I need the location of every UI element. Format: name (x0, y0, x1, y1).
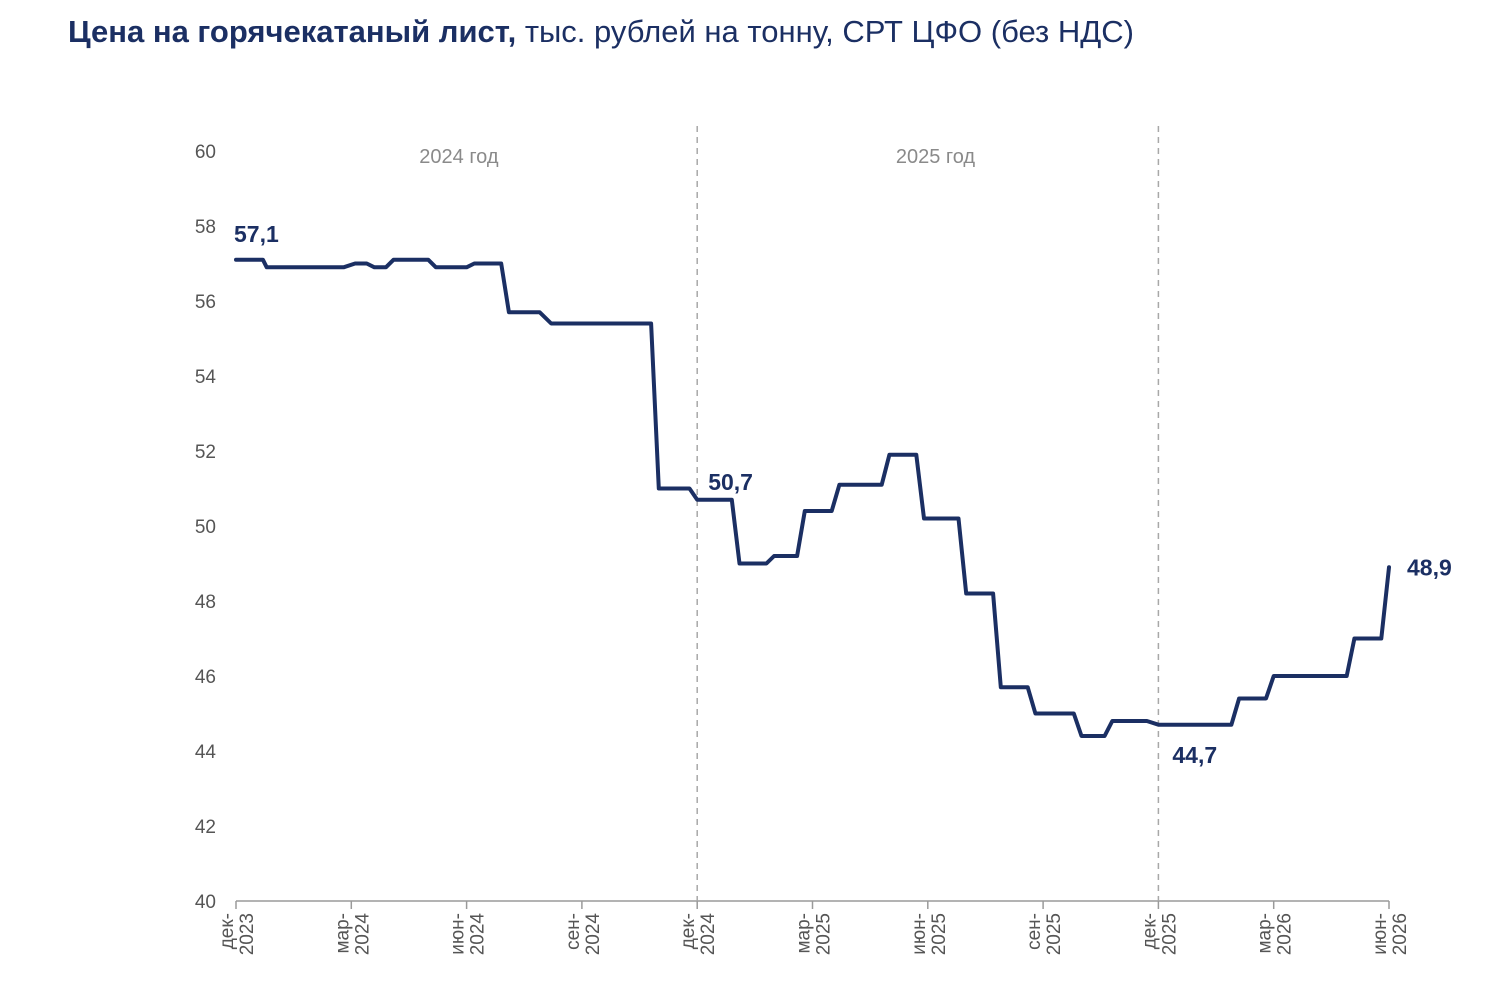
x-tick-year: 2026 (1390, 913, 1411, 955)
x-tick-year: 2023 (237, 913, 258, 955)
x-tick-year: 2024 (583, 913, 604, 956)
year-label: 2024 год (419, 146, 499, 168)
x-tick-year: 2024 (698, 913, 719, 956)
x-tick-year: 2025 (1044, 913, 1065, 955)
y-tick-label: 60 (195, 142, 216, 163)
x-tick-month: мар- (794, 913, 815, 954)
x-tick-label: дек- 2025 (1139, 913, 1180, 955)
x-tick-month: июн- (448, 913, 469, 955)
x-tick-year: 2025 (1159, 913, 1180, 955)
y-tick-label: 56 (195, 292, 216, 313)
x-tick-label: мар- 2024 (332, 913, 373, 956)
x-tick-month: июн- (1370, 913, 1391, 955)
chart-title-units: тыс. рублей на тонну, СРТ ЦФО (без НДС) (516, 14, 1134, 49)
data-label: 44,7 (1172, 742, 1217, 768)
x-tick-month: дек- (217, 913, 238, 949)
data-label: 57,1 (234, 221, 279, 247)
x-tick-year: 2025 (929, 913, 950, 955)
x-tick-month: сен- (563, 913, 584, 950)
y-tick-label: 52 (195, 442, 216, 463)
y-tick-label: 42 (195, 817, 216, 838)
chart-title-bold: Цена на горячекатаный лист, (68, 14, 517, 49)
x-tick-year: 2024 (352, 913, 373, 956)
y-tick-label: 46 (195, 667, 216, 688)
year-label: 2025 год (896, 146, 976, 168)
x-tick-year: 2026 (1275, 913, 1296, 955)
x-tick-month: мар- (332, 913, 353, 954)
x-tick-year: 2024 (468, 913, 489, 956)
x-tick-month: дек- (1139, 913, 1160, 949)
x-tick-month: июн- (909, 913, 930, 955)
chart-title: Цена на горячекатаный лист, тыс. рублей … (68, 14, 1134, 50)
x-tick-label: июн- 2024 (448, 913, 489, 956)
y-tick-label: 44 (195, 742, 217, 763)
y-tick-label: 40 (195, 892, 216, 913)
x-tick-label: мар- 2026 (1255, 913, 1296, 955)
x-tick-month: сен- (1024, 913, 1045, 950)
x-tick-label: дек- 2024 (678, 913, 719, 956)
data-label: 48,9 (1407, 554, 1452, 580)
x-tick-year: 2025 (814, 913, 835, 955)
price-series-line (234, 257, 1391, 738)
x-tick-month: дек- (678, 913, 699, 949)
x-tick-label: дек- 2023 (217, 913, 258, 955)
x-tick-label: сен- 2025 (1024, 913, 1065, 955)
x-tick-month: мар- (1255, 913, 1276, 954)
x-tick-label: июн- 2026 (1370, 913, 1411, 955)
x-tick-label: июн- 2025 (909, 913, 950, 955)
x-tick-label: сен- 2024 (563, 913, 604, 956)
data-label: 50,7 (708, 469, 753, 495)
y-tick-label: 48 (195, 592, 216, 613)
y-tick-label: 50 (195, 517, 216, 538)
x-tick-label: мар- 2025 (794, 913, 835, 955)
y-tick-label: 54 (195, 367, 217, 388)
y-tick-label: 58 (195, 217, 216, 238)
